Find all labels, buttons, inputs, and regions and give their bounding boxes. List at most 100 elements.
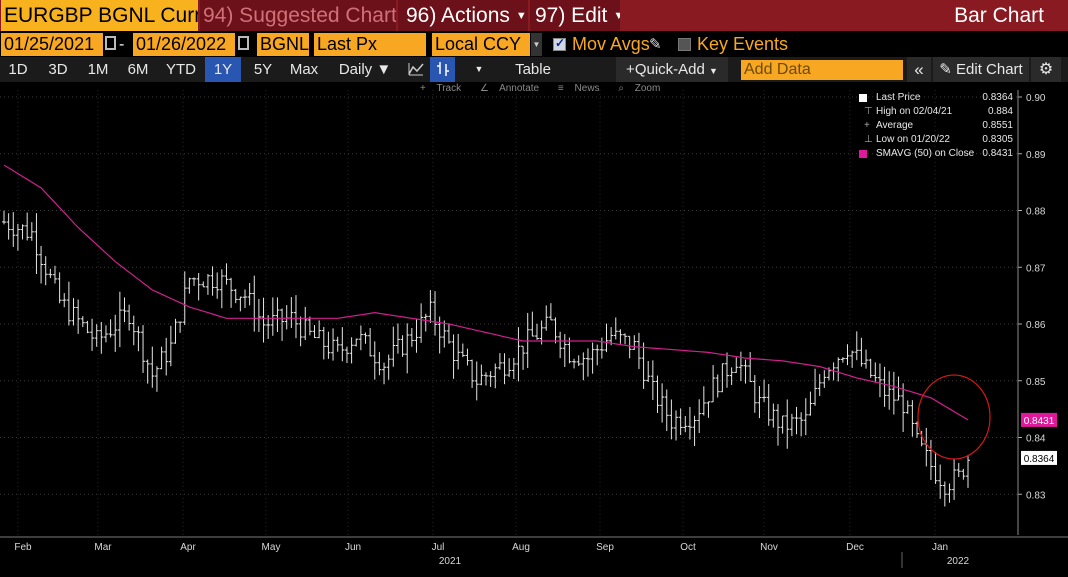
legend-row-smavg[interactable]: SMAVG (50) on Close 0.8431 <box>855 147 1015 161</box>
end-date-field[interactable]: 01/26/2022 <box>133 33 235 56</box>
annotate-tool[interactable]: ∠ Annotate <box>480 83 547 94</box>
track-label: Track <box>436 83 462 94</box>
bar-chart-icon[interactable] <box>430 57 455 82</box>
key-events-label[interactable]: Key Events <box>697 34 789 54</box>
actions-menu[interactable]: 96) Actions ▼ <box>398 0 528 31</box>
date-separator: - <box>119 36 125 53</box>
edit-chart-button[interactable]: ✎ Edit Chart <box>933 57 1029 82</box>
suggested-charts-button[interactable]: 94) Suggested Charts <box>200 0 396 31</box>
track-tool[interactable]: + Track <box>420 83 469 94</box>
legend-value: 0.8551 <box>982 120 1013 131</box>
chevron-down-icon: ▼ <box>613 9 620 22</box>
chart-type-dropdown-icon[interactable]: ▼ <box>474 64 484 74</box>
x-tick-label: Apr <box>180 542 196 553</box>
frequency-select[interactable]: Daily ▼ <box>330 57 400 82</box>
start-date-field[interactable]: 01/25/2021 <box>1 33 103 56</box>
x-tick-label: Jan <box>932 542 948 553</box>
plus-icon: + <box>420 83 426 94</box>
pricing-source-field[interactable]: BGNL <box>257 33 309 56</box>
calendar-icon[interactable] <box>105 36 116 50</box>
y-tick-label: 0.87 <box>1026 263 1046 274</box>
legend-row-high: ⊤ High on 02/04/21 0.884 <box>855 105 1015 119</box>
gear-icon[interactable]: ⚙ <box>1031 57 1061 82</box>
pencil-icon: ✎ <box>939 61 952 78</box>
legend-value: 0.8431 <box>982 148 1013 159</box>
price-tags: 0.8431 0.8364 <box>1021 412 1057 465</box>
zoom-tool[interactable]: ⌕ Zoom <box>618 83 668 94</box>
news-label: News <box>574 83 600 94</box>
table-button[interactable]: Table <box>515 61 551 78</box>
x-tick-label: Nov <box>760 542 778 553</box>
calendar-icon[interactable] <box>238 36 249 50</box>
legend-label: Last Price <box>876 92 921 103</box>
legend-swatch <box>859 150 867 158</box>
news-icon: ≡ <box>557 83 564 94</box>
ticker-field[interactable]: EURGBP BGNL Curnc <box>1 0 198 31</box>
y-tick-label: 0.89 <box>1026 150 1046 161</box>
frequency-label: Daily <box>338 61 373 78</box>
mov-avgs-checkbox[interactable] <box>553 36 566 51</box>
chevron-down-icon[interactable]: ▼ <box>531 33 542 56</box>
toolbar: 1D 3D 1M 6M YTD 1Y 5Y Max Daily ▼ ▼ Tabl… <box>0 57 1068 82</box>
y-tick-label: 0.84 <box>1026 434 1046 445</box>
y-tick-label: 0.85 <box>1026 377 1046 388</box>
plus-icon: + <box>626 61 635 78</box>
x-tick-label: May <box>262 542 281 553</box>
x-tick-label: Mar <box>94 542 112 553</box>
legend-row-average: + Average 0.8551 <box>855 119 1015 133</box>
price-field-select[interactable]: Last Px <box>314 33 426 56</box>
key-events-checkbox[interactable] <box>678 38 691 51</box>
edit-menu[interactable]: 97) Edit ▼ <box>530 0 620 31</box>
edit-label: 97) Edit <box>535 4 608 27</box>
quick-add-label: Quick-Add <box>634 61 705 78</box>
x-axis: Feb Mar Apr May Jun Jul Aug Sep Oct Nov Dec Jan 2021… <box>0 536 1068 568</box>
period-max-button[interactable]: Max <box>289 61 319 78</box>
chart-tools: + Track ∠ Annotate ≡ News ⌕ Zoom <box>420 83 676 97</box>
legend-value: 0.8364 <box>982 92 1013 103</box>
legend-value: 0.8305 <box>982 134 1013 145</box>
currency-select[interactable]: Local CCY <box>432 33 530 56</box>
sma-price-tag: 0.8431 <box>1024 416 1055 427</box>
last-price-tag-bg <box>1021 450 1057 465</box>
period-ytd-button[interactable]: YTD <box>166 61 196 78</box>
edit-chart-label: Edit Chart <box>956 61 1023 78</box>
mov-avgs-label[interactable]: Mov Avgs <box>572 34 650 54</box>
title-bar: EURGBP BGNL Curnc 94) Suggested Charts 9… <box>0 0 1068 31</box>
price-bars <box>2 210 970 507</box>
period-1m-button[interactable]: 1M <box>87 61 109 78</box>
period-6m-button[interactable]: 6M <box>127 61 149 78</box>
chevron-down-icon: ▼ <box>376 61 392 78</box>
period-1d-button[interactable]: 1D <box>8 61 28 78</box>
annotation-circle <box>917 374 991 460</box>
quick-add-button[interactable]: +Quick-Add ▼ <box>616 57 728 82</box>
legend-row-last-price[interactable]: Last Price 0.8364 <box>855 91 1015 105</box>
sma-price-tag-bg <box>1021 412 1057 427</box>
pencil-icon[interactable]: ✎ <box>649 36 662 53</box>
period-3d-button[interactable]: 3D <box>48 61 68 78</box>
legend-label: Average <box>876 120 914 131</box>
collapse-icon[interactable]: « <box>907 57 931 82</box>
line-chart-icon[interactable] <box>403 57 428 82</box>
x-tick-label: Feb <box>14 542 32 553</box>
period-1y-button[interactable]: 1Y <box>205 57 241 82</box>
chevron-down-icon: ▼ <box>515 9 527 22</box>
period-5y-button[interactable]: 5Y <box>253 61 273 78</box>
x-tick-label: Sep <box>596 542 614 553</box>
x-tick-label: Dec <box>846 542 864 553</box>
y-tick-label: 0.83 <box>1026 490 1046 501</box>
legend-label: SMAVG (50) on Close <box>876 148 975 159</box>
average-marker-icon: + <box>864 120 870 131</box>
y-tick-label: 0.86 <box>1026 320 1046 331</box>
year-label: 2022 <box>947 556 970 567</box>
x-tick-label: Jun <box>345 542 361 553</box>
add-data-input[interactable]: Add Data <box>741 60 903 80</box>
zoom-label: Zoom <box>634 83 661 94</box>
price-chart[interactable]: Feb Mar Apr May Jun Jul Aug Sep Oct Nov Dec Jan 2021… <box>0 82 1068 577</box>
chevron-down-icon: ▼ <box>709 66 718 76</box>
legend-label: High on 02/04/21 <box>876 106 953 117</box>
news-tool[interactable]: ≡ News <box>558 83 608 94</box>
annotate-label: Annotate <box>499 83 540 94</box>
year-label: 2021 <box>439 556 462 567</box>
x-tick-label: Oct <box>680 542 696 553</box>
actions-label: 96) Actions <box>406 4 510 27</box>
